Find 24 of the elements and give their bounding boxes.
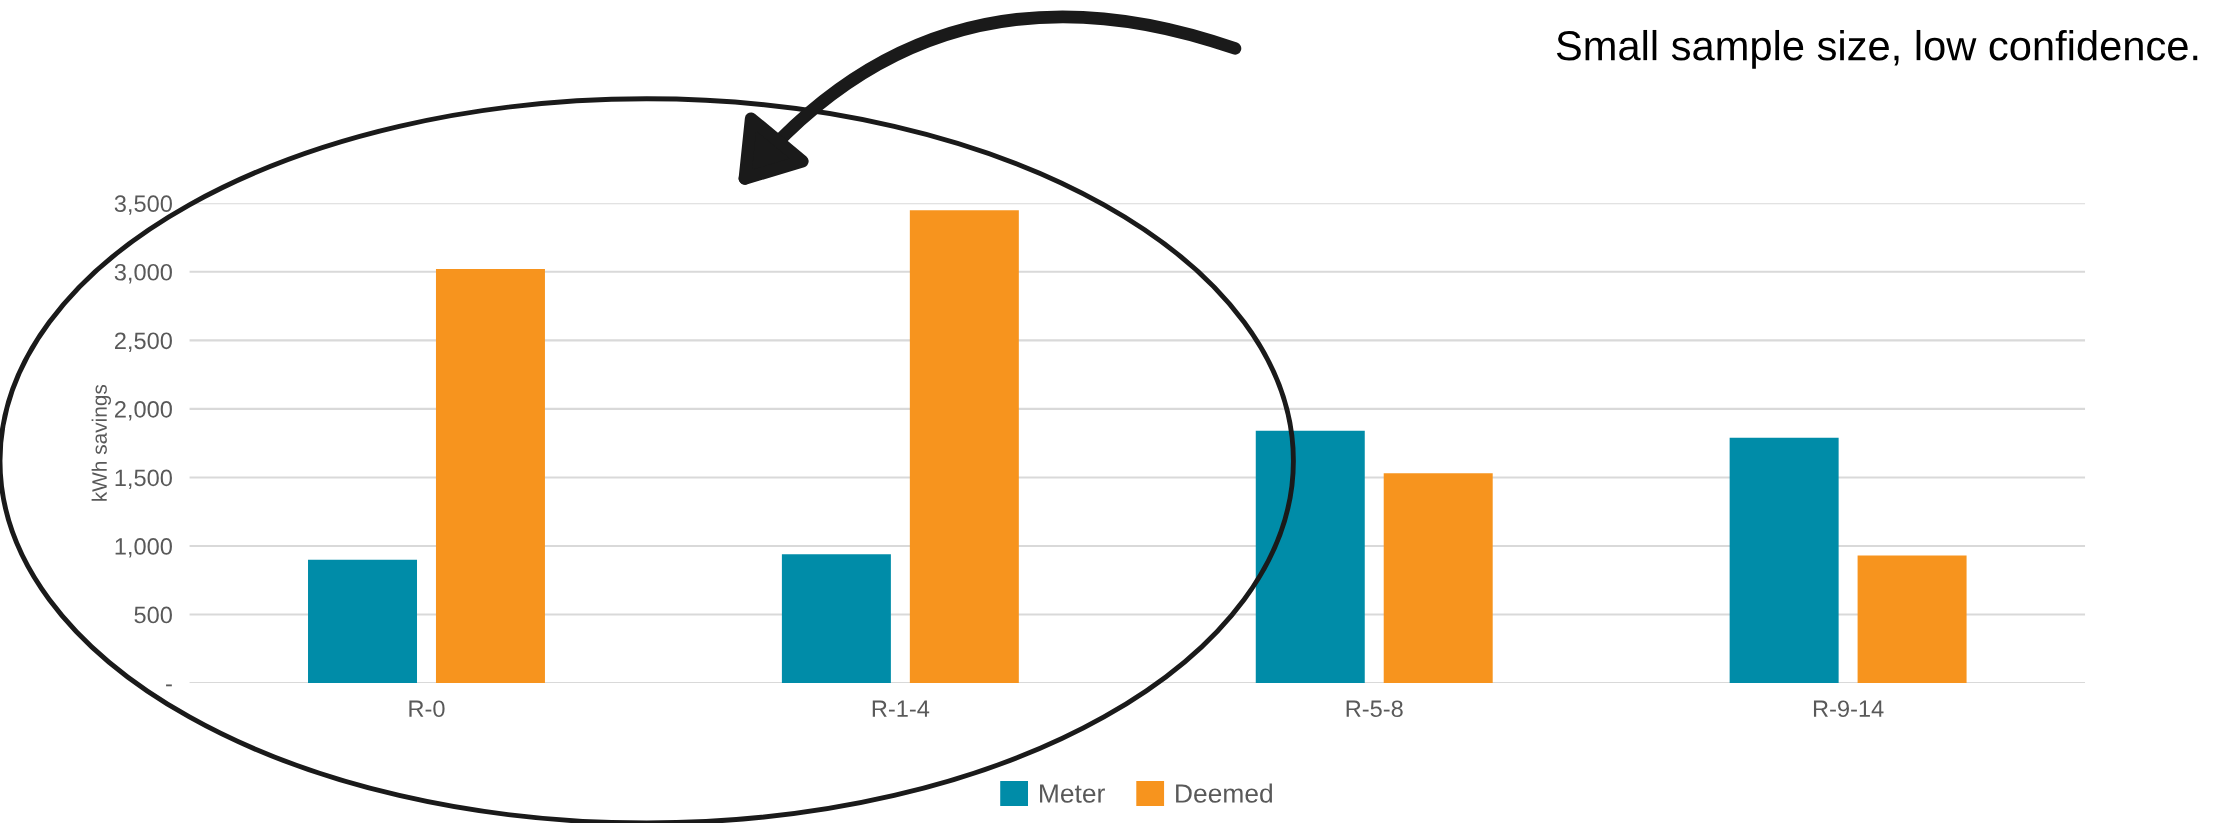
x-tick-label: R-1-4 — [872, 700, 930, 717]
bar — [1383, 473, 1493, 684]
y-axis-title: kWh savings — [91, 384, 112, 501]
bar — [1255, 430, 1365, 684]
bar — [781, 554, 891, 684]
x-tick-label: R-5-8 — [1346, 700, 1403, 718]
bar — [1857, 555, 1967, 684]
text: Small sample size, low confidence. — [1556, 29, 2198, 69]
y-tick-label: 2,000 — [114, 400, 172, 421]
y-tick-label: 1,500 — [115, 469, 172, 490]
x-tick-label: R-9-14 — [1813, 700, 1884, 718]
y-tick-label: 500 — [134, 606, 172, 624]
bar — [435, 269, 545, 684]
x-tick-label: R-0 — [409, 700, 445, 718]
bar — [1729, 437, 1839, 684]
legend-label: Meter — [1040, 784, 1105, 803]
y-tick-label: 3,000 — [114, 263, 172, 284]
y-tick-label: - — [166, 684, 172, 687]
y-tick-label: 2,500 — [114, 332, 172, 352]
y-tick-label: 3,500 — [114, 195, 172, 215]
bar — [308, 559, 418, 684]
legend-label: Deemed — [1176, 783, 1272, 803]
y-tick-label: 1,000 — [115, 538, 172, 558]
bar — [909, 210, 1019, 684]
